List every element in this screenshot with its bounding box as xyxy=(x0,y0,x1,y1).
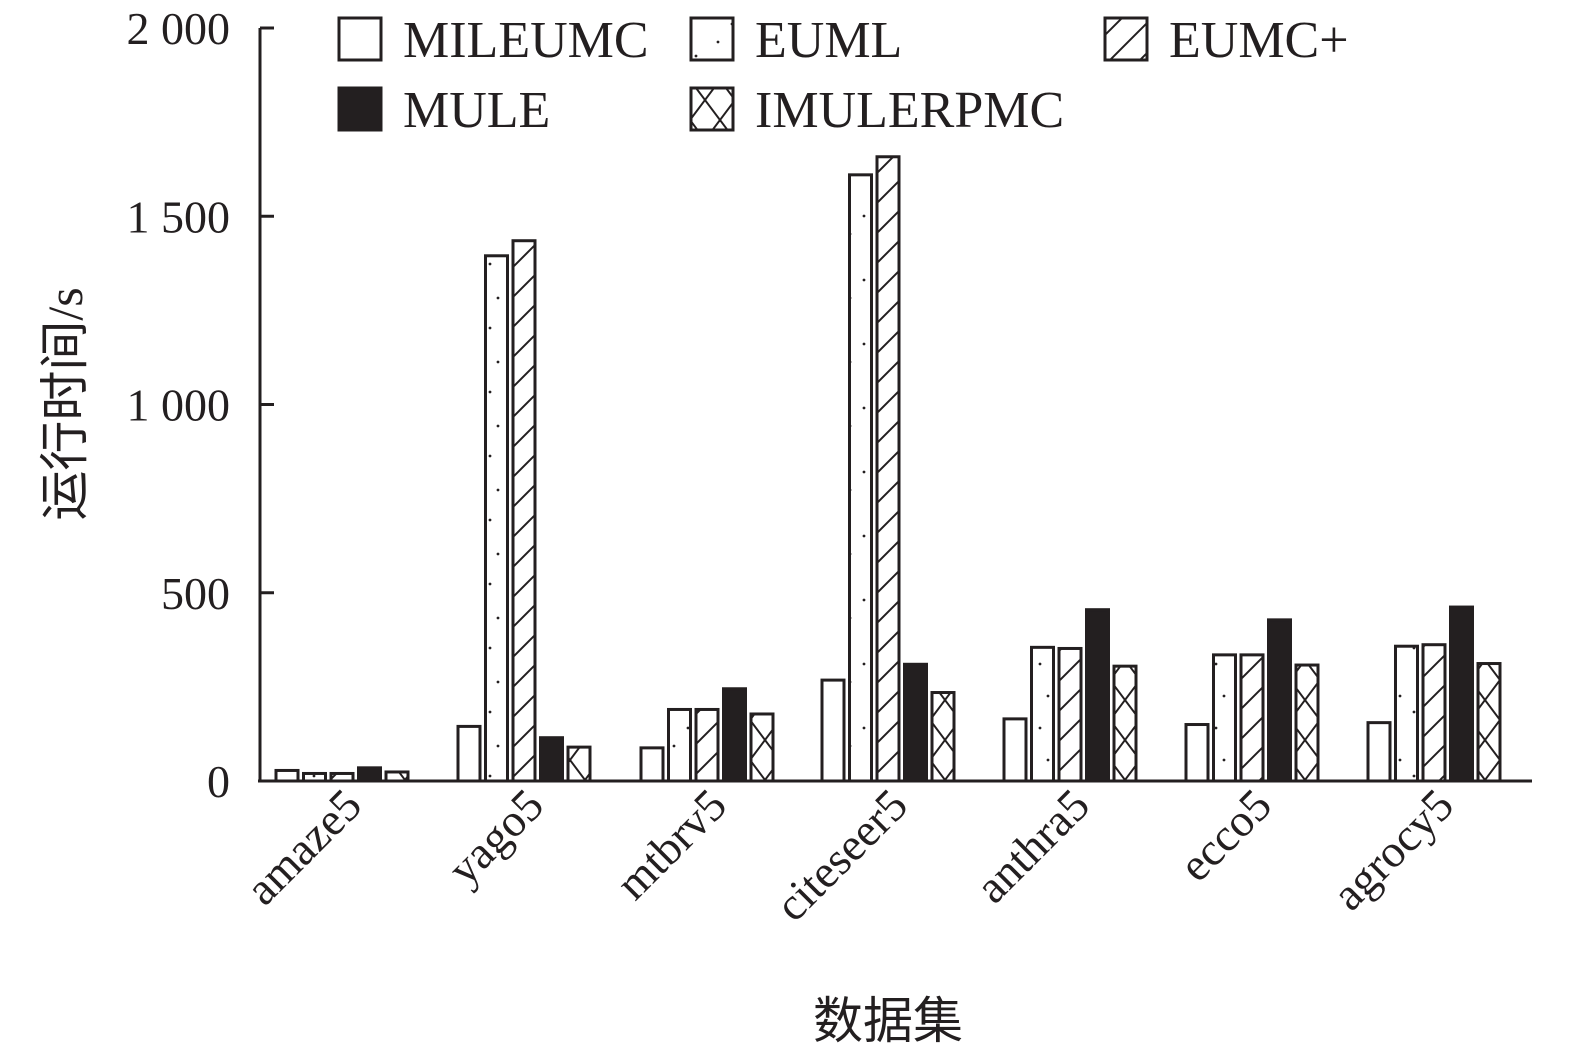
legend-swatch xyxy=(689,16,735,62)
x-tick-label-ecco5: ecco5 xyxy=(1169,779,1281,891)
bar-mule-anthra5 xyxy=(1085,608,1110,783)
x-axis-title: 数据集 xyxy=(813,993,963,1049)
bar-mule-amaze5 xyxy=(357,766,382,783)
bar-eumc--anthra5 xyxy=(1057,646,1083,783)
bar-euml-mtbrv5 xyxy=(667,707,692,783)
bar-group-ecco5 xyxy=(1184,618,1320,783)
bar-mule-yago5 xyxy=(539,736,564,783)
legend: MILEUMC EUML EUMC+ MULE IMULERPMC xyxy=(337,12,1349,139)
bar-mileumc-amaze5 xyxy=(274,768,300,783)
y-tick-label: 2 000 xyxy=(127,3,231,54)
bar-mileumc-yago5 xyxy=(456,724,482,783)
y-tick-label: 1 000 xyxy=(127,380,231,431)
legend-label: MILEUMC xyxy=(403,12,649,69)
bar-mileumc-agrocy5 xyxy=(1366,721,1392,783)
legend-label: IMULERPMC xyxy=(755,82,1064,139)
bar-imulerpmc-citeseer5 xyxy=(930,691,956,783)
bar-mule-citeseer5 xyxy=(903,662,928,783)
legend-label: EUML xyxy=(755,12,902,69)
bar-group-anthra5 xyxy=(1002,608,1138,783)
legend-swatch xyxy=(689,86,735,132)
y-tick-label: 1 500 xyxy=(127,191,231,242)
legend-label: MULE xyxy=(403,82,550,139)
x-tick-label-citeseer5: citeseer5 xyxy=(765,779,917,931)
bar-group-yago5 xyxy=(456,239,592,783)
bar-group-amaze5 xyxy=(274,766,410,783)
bar-mileumc-citeseer5 xyxy=(820,678,846,783)
bar-group-mtbrv5 xyxy=(639,687,775,783)
legend-item-mileumc: MILEUMC xyxy=(337,12,649,69)
bar-eumc--ecco5 xyxy=(1239,653,1265,783)
bar-eumc--mtbrv5 xyxy=(694,707,720,783)
bar-imulerpmc-amaze5 xyxy=(384,770,410,783)
bar-imulerpmc-yago5 xyxy=(566,745,592,783)
bar-eumc--amaze5 xyxy=(329,771,355,783)
bars xyxy=(274,155,1502,783)
x-tick-label-mtbrv5: mtbrv5 xyxy=(606,779,736,909)
legend-item-mule: MULE xyxy=(337,82,550,139)
legend-swatch xyxy=(337,16,383,62)
bar-imulerpmc-ecco5 xyxy=(1294,663,1320,783)
legend-item-euml: EUML xyxy=(689,12,902,69)
bar-mule-ecco5 xyxy=(1267,618,1292,783)
bar-mileumc-ecco5 xyxy=(1184,723,1210,783)
bar-mileumc-mtbrv5 xyxy=(639,746,665,783)
bar-imulerpmc-anthra5 xyxy=(1112,664,1138,783)
bar-eumc--agrocy5 xyxy=(1421,643,1447,783)
x-tick-labels: amaze5 yago5 mtbrv5 citeseer5 anthra5 ecco5 ag… xyxy=(236,779,1463,931)
x-tick-label-amaze5: amaze5 xyxy=(236,779,371,914)
bar-euml-yago5 xyxy=(484,254,509,783)
y-ticks: 0 500 1 000 1 500 2 000 xyxy=(127,3,274,807)
bar-euml-citeseer5 xyxy=(848,173,873,783)
legend-label: EUMC+ xyxy=(1169,12,1349,69)
bar-eumc--citeseer5 xyxy=(875,155,901,783)
bar-mule-mtbrv5 xyxy=(722,687,747,783)
legend-item-imulerpmc: IMULERPMC xyxy=(689,82,1064,139)
bar-mileumc-anthra5 xyxy=(1002,717,1028,783)
legend-swatch xyxy=(1103,16,1149,62)
y-axis-title: 运行时间/s xyxy=(37,287,93,520)
legend-swatch xyxy=(337,86,383,132)
y-tick-label: 0 xyxy=(207,756,230,807)
y-axis: 0 500 1 000 1 500 2 000 xyxy=(127,3,274,807)
bar-imulerpmc-agrocy5 xyxy=(1476,662,1502,783)
bar-euml-ecco5 xyxy=(1212,653,1237,783)
bar-euml-agrocy5 xyxy=(1394,644,1419,783)
x-tick-label-anthra5: anthra5 xyxy=(965,779,1099,913)
legend-item-eumc-: EUMC+ xyxy=(1103,12,1349,69)
bar-euml-amaze5 xyxy=(302,771,327,783)
x-tick-label-yago5: yago5 xyxy=(438,779,554,895)
bar-eumc--yago5 xyxy=(511,239,537,783)
x-tick-label-agrocy5: agrocy5 xyxy=(1322,779,1463,920)
bar-euml-anthra5 xyxy=(1030,645,1055,783)
bar-mule-agrocy5 xyxy=(1449,605,1474,783)
bar-group-agrocy5 xyxy=(1366,605,1502,783)
bar-imulerpmc-mtbrv5 xyxy=(749,712,775,783)
y-tick-label: 500 xyxy=(161,568,230,619)
x-axis: amaze5 yago5 mtbrv5 citeseer5 anthra5 ecco5 ag… xyxy=(236,779,1532,931)
bar-group-citeseer5 xyxy=(820,155,956,783)
